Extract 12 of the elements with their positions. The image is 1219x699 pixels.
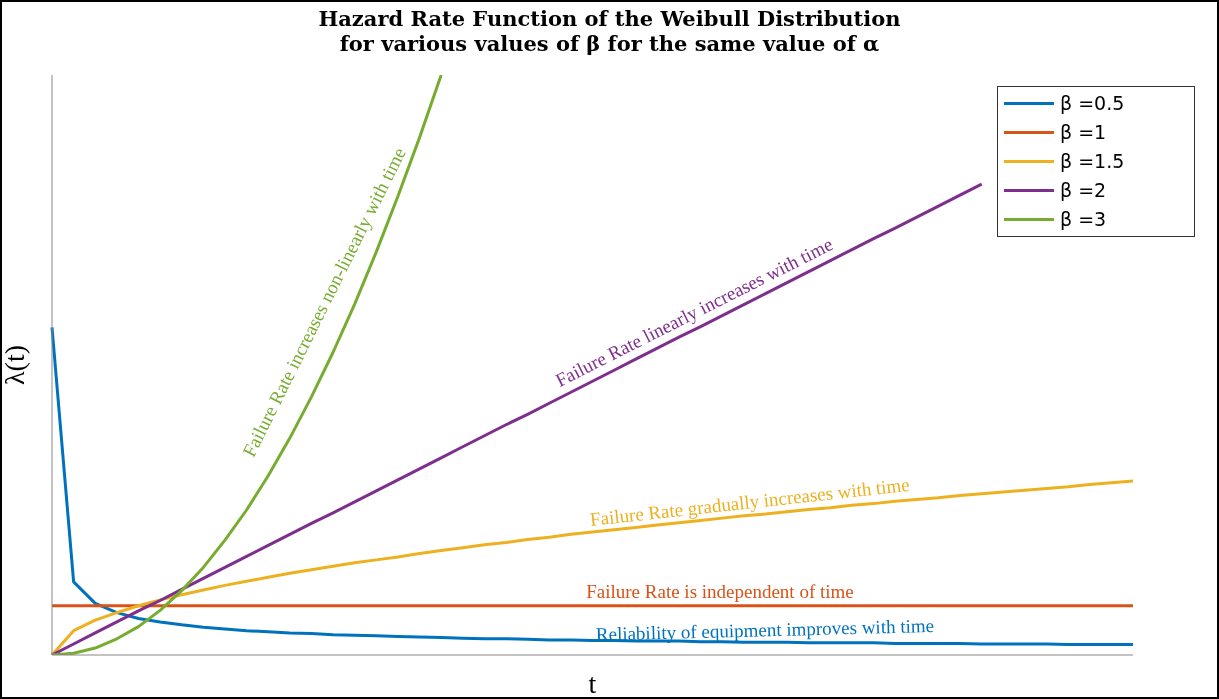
legend-label: β =2: [1060, 178, 1107, 203]
annotation: Failure Rate gradually increases with time: [588, 473, 911, 530]
legend-label: β =1: [1060, 120, 1107, 145]
chart-title: Hazard Rate Function of the Weibull Distribution: [317, 6, 902, 31]
annotation: Failure Rate is independent of time: [586, 581, 854, 603]
chart-subtitle: for various values of β for the same value of α: [338, 31, 881, 56]
annotation: Reliability of equipment improves with time: [595, 614, 935, 645]
x-axis-title: t: [588, 668, 597, 699]
legend-label: β =0.5: [1060, 91, 1125, 116]
y-axis-title: λ(t): [0, 344, 30, 386]
legend-label: β =3: [1060, 207, 1107, 232]
legend-label: β =1.5: [1060, 149, 1125, 174]
